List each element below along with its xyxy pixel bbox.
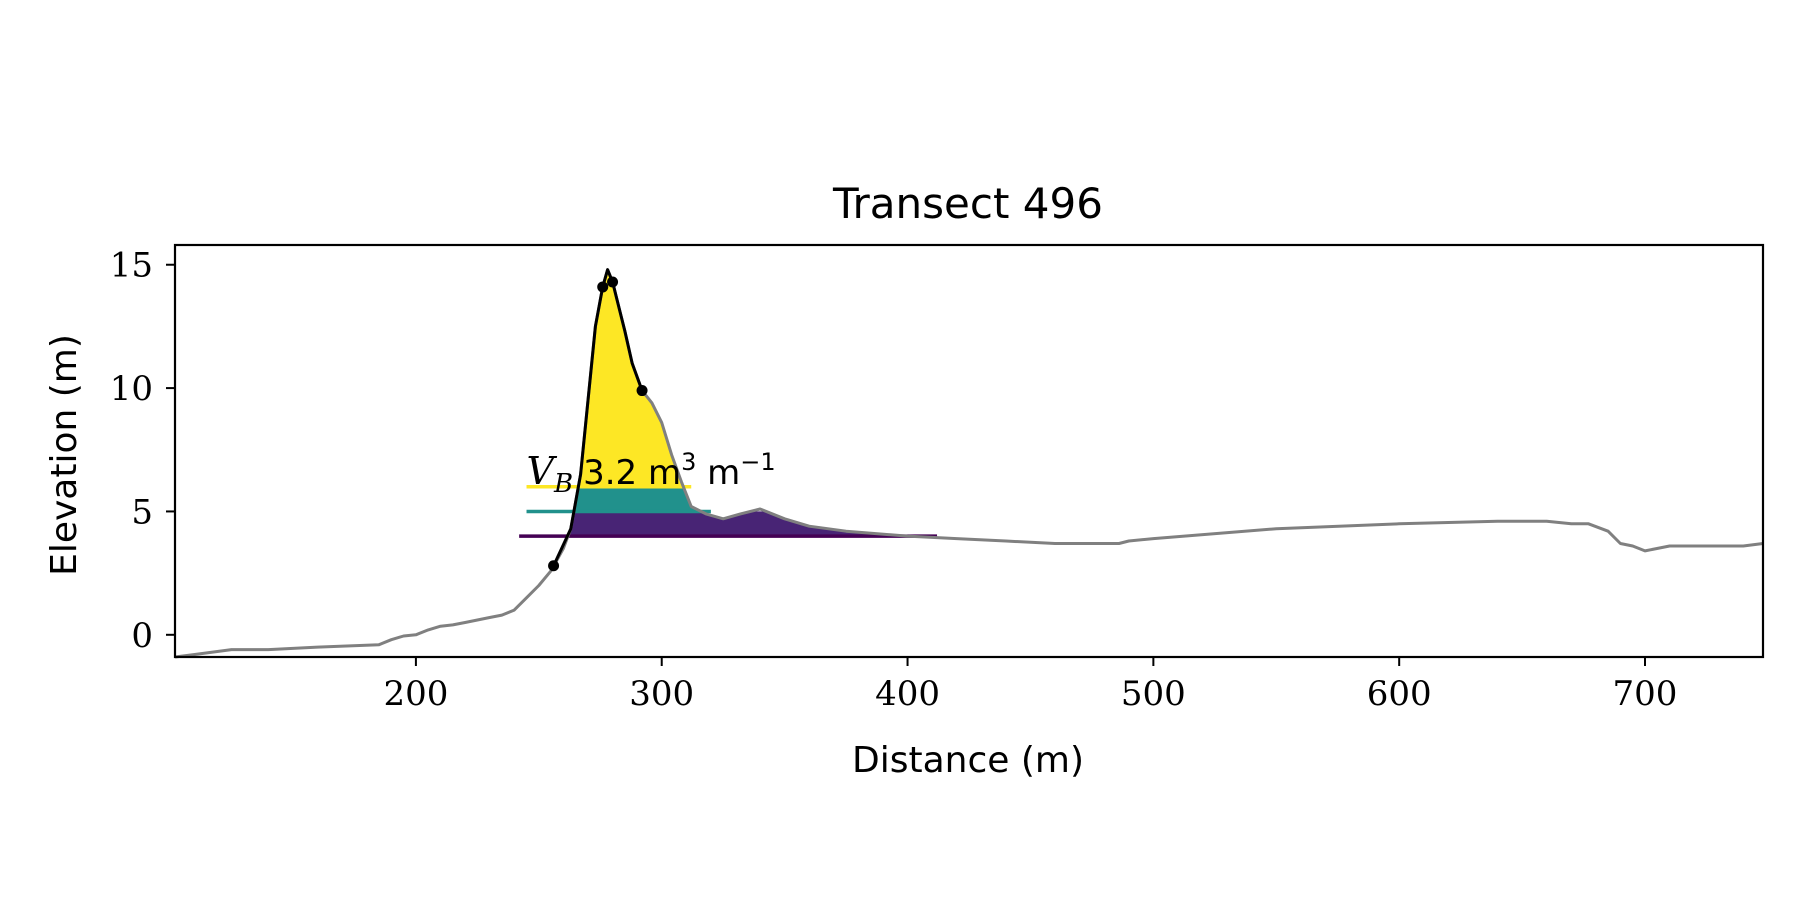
x-tick-label: 500 (1121, 674, 1186, 714)
x-tick-label: 400 (875, 674, 940, 714)
level-lines (519, 485, 938, 538)
profile-series-line (174, 268, 1764, 659)
y-axis-label: Elevation (m) (44, 334, 85, 576)
volume-subscript: B (553, 469, 573, 499)
volume-symbol: V (527, 449, 558, 493)
x-axis-label: Distance (m) (852, 740, 1084, 781)
x-tick-label: 700 (1613, 674, 1678, 714)
y-tick-label: 15 (110, 246, 153, 286)
volume-band-3 (568, 511, 937, 537)
chart-title: Transect 496 (832, 179, 1103, 228)
y-tick-label: 0 (131, 616, 153, 656)
dune-marker-point (636, 385, 648, 397)
plot-frame (173, 243, 1765, 659)
dune-series-line (552, 268, 644, 567)
dune-markers (548, 276, 648, 572)
y-tick-label: 10 (110, 369, 153, 409)
x-tick-label: 200 (383, 674, 448, 714)
dune-marker-point (607, 276, 619, 288)
profile-lines (174, 268, 1764, 659)
dune-marker-point (548, 560, 560, 572)
volume-fills (568, 270, 937, 537)
unit-rest: m (696, 453, 740, 493)
volume-annotation: VB 3.2 m3 m−1 (527, 448, 776, 499)
unit-exponent-2: −1 (740, 448, 775, 476)
x-tick-label: 600 (1367, 674, 1432, 714)
unit-exponent-1: 3 (681, 448, 696, 476)
volume-value: 3.2 m (583, 453, 681, 493)
dune-marker-point (597, 281, 609, 293)
axes: 200 300 400 500 600 700 0 5 10 15 (110, 243, 1765, 714)
volume-band-1 (578, 270, 684, 487)
x-tick-label: 300 (629, 674, 694, 714)
volume-band-2 (573, 486, 702, 512)
y-tick-label: 5 (131, 492, 153, 532)
